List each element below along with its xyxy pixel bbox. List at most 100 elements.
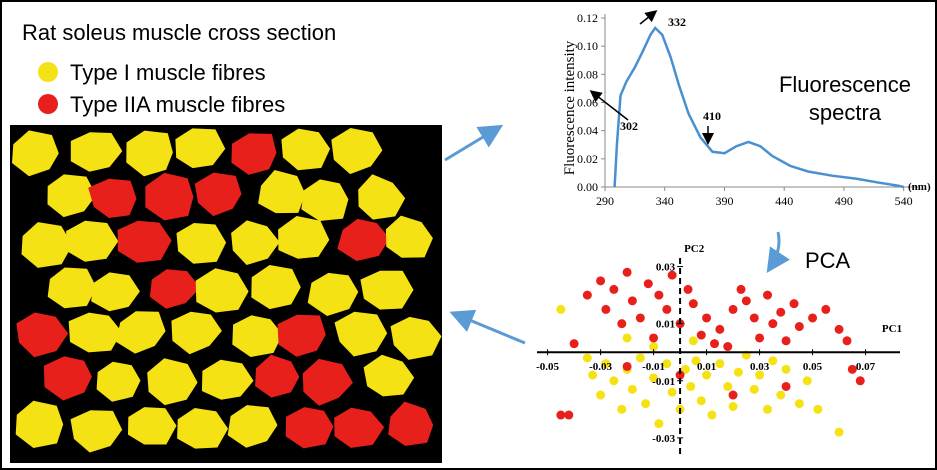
point	[596, 276, 605, 285]
x-tick-label: 440	[775, 194, 793, 208]
point	[835, 325, 844, 334]
x-tick-label: 0.07	[856, 361, 876, 373]
point	[750, 385, 759, 394]
point	[768, 319, 777, 328]
x-tick-label: 490	[835, 194, 853, 208]
point	[763, 405, 772, 414]
x-tick-label: 540	[895, 194, 913, 208]
y-tick-label: -0.01	[652, 376, 675, 388]
point	[556, 411, 565, 420]
point	[737, 285, 746, 294]
point	[782, 382, 791, 391]
point	[782, 336, 791, 345]
point	[782, 365, 791, 374]
point	[636, 313, 645, 322]
point	[617, 405, 626, 414]
x-unit: (nm)	[908, 181, 931, 193]
point	[623, 362, 632, 371]
y-tick-label: 0.03	[656, 262, 676, 274]
point	[715, 325, 724, 334]
pca-label: PCA	[805, 248, 851, 273]
point	[856, 376, 865, 385]
legend-swatch	[38, 62, 58, 82]
point	[795, 399, 804, 408]
point	[723, 382, 732, 391]
annotation: 332	[668, 15, 686, 29]
x-tick-label: 0.03	[750, 361, 770, 373]
point	[570, 339, 579, 348]
point	[715, 359, 724, 368]
point	[835, 428, 844, 437]
y-tick-label: 0.02	[577, 152, 598, 166]
point	[564, 411, 573, 420]
x-tick-label: 0.05	[803, 361, 823, 373]
point	[843, 336, 852, 345]
x-tick-label: 340	[656, 194, 674, 208]
point	[742, 296, 751, 305]
y-axis-label: PC2	[684, 243, 705, 255]
point	[609, 376, 618, 385]
point	[776, 308, 785, 317]
point	[776, 391, 785, 400]
x-tick-label: 390	[715, 194, 733, 208]
figure: Rat soleus muscle cross section Type I m…	[0, 0, 937, 470]
point	[628, 385, 637, 394]
spectra-label: Fluorescence	[779, 72, 911, 97]
point	[617, 319, 626, 328]
point	[734, 368, 743, 377]
annotation: 410	[703, 109, 721, 123]
point	[707, 411, 716, 420]
point	[649, 333, 658, 342]
point	[710, 339, 719, 348]
legend-item: Type IIA muscle fibres	[70, 92, 285, 117]
y-tick-label: 0.00	[577, 180, 598, 194]
point	[813, 405, 822, 414]
point	[689, 336, 698, 345]
point	[763, 291, 772, 300]
x-tick-label: -0.03	[589, 361, 612, 373]
point	[808, 313, 817, 322]
y-tick-label: 0.06	[577, 96, 598, 110]
point	[662, 305, 671, 314]
point	[821, 305, 830, 314]
y-tick-label: 0.01	[656, 319, 675, 331]
point	[729, 391, 738, 400]
annotation: 302	[620, 119, 638, 133]
x-axis-label: PC1	[882, 323, 902, 335]
point	[729, 402, 738, 411]
legend-item: Type I muscle fibres	[70, 60, 266, 85]
point	[583, 291, 592, 300]
point	[641, 399, 650, 408]
point	[790, 299, 799, 308]
y-tick-label: 0.04	[577, 124, 598, 138]
point	[755, 333, 764, 342]
point	[644, 279, 653, 288]
x-tick-label: 290	[596, 194, 614, 208]
spectra-label: spectra	[809, 100, 882, 125]
point	[596, 391, 605, 400]
point	[697, 331, 706, 340]
point	[654, 291, 663, 300]
y-tick-label: 0.08	[577, 67, 598, 81]
point	[654, 419, 663, 428]
point	[623, 333, 632, 342]
legend-swatch	[38, 94, 58, 114]
y-tick-label: -0.03	[652, 433, 675, 445]
legend-title: Rat soleus muscle cross section	[22, 20, 336, 45]
point	[668, 388, 677, 397]
point	[684, 285, 693, 294]
point	[628, 296, 637, 305]
x-tick-label: -0.01	[642, 361, 665, 373]
point	[556, 305, 565, 314]
point	[750, 313, 759, 322]
y-axis-label: Fluorescence intensity	[562, 40, 578, 175]
point	[601, 305, 610, 314]
point	[768, 356, 777, 365]
point	[729, 305, 738, 314]
x-tick-label: -0.05	[536, 361, 559, 373]
point	[623, 268, 632, 277]
point	[795, 322, 804, 331]
point	[803, 376, 812, 385]
point	[689, 299, 698, 308]
point	[686, 382, 695, 391]
